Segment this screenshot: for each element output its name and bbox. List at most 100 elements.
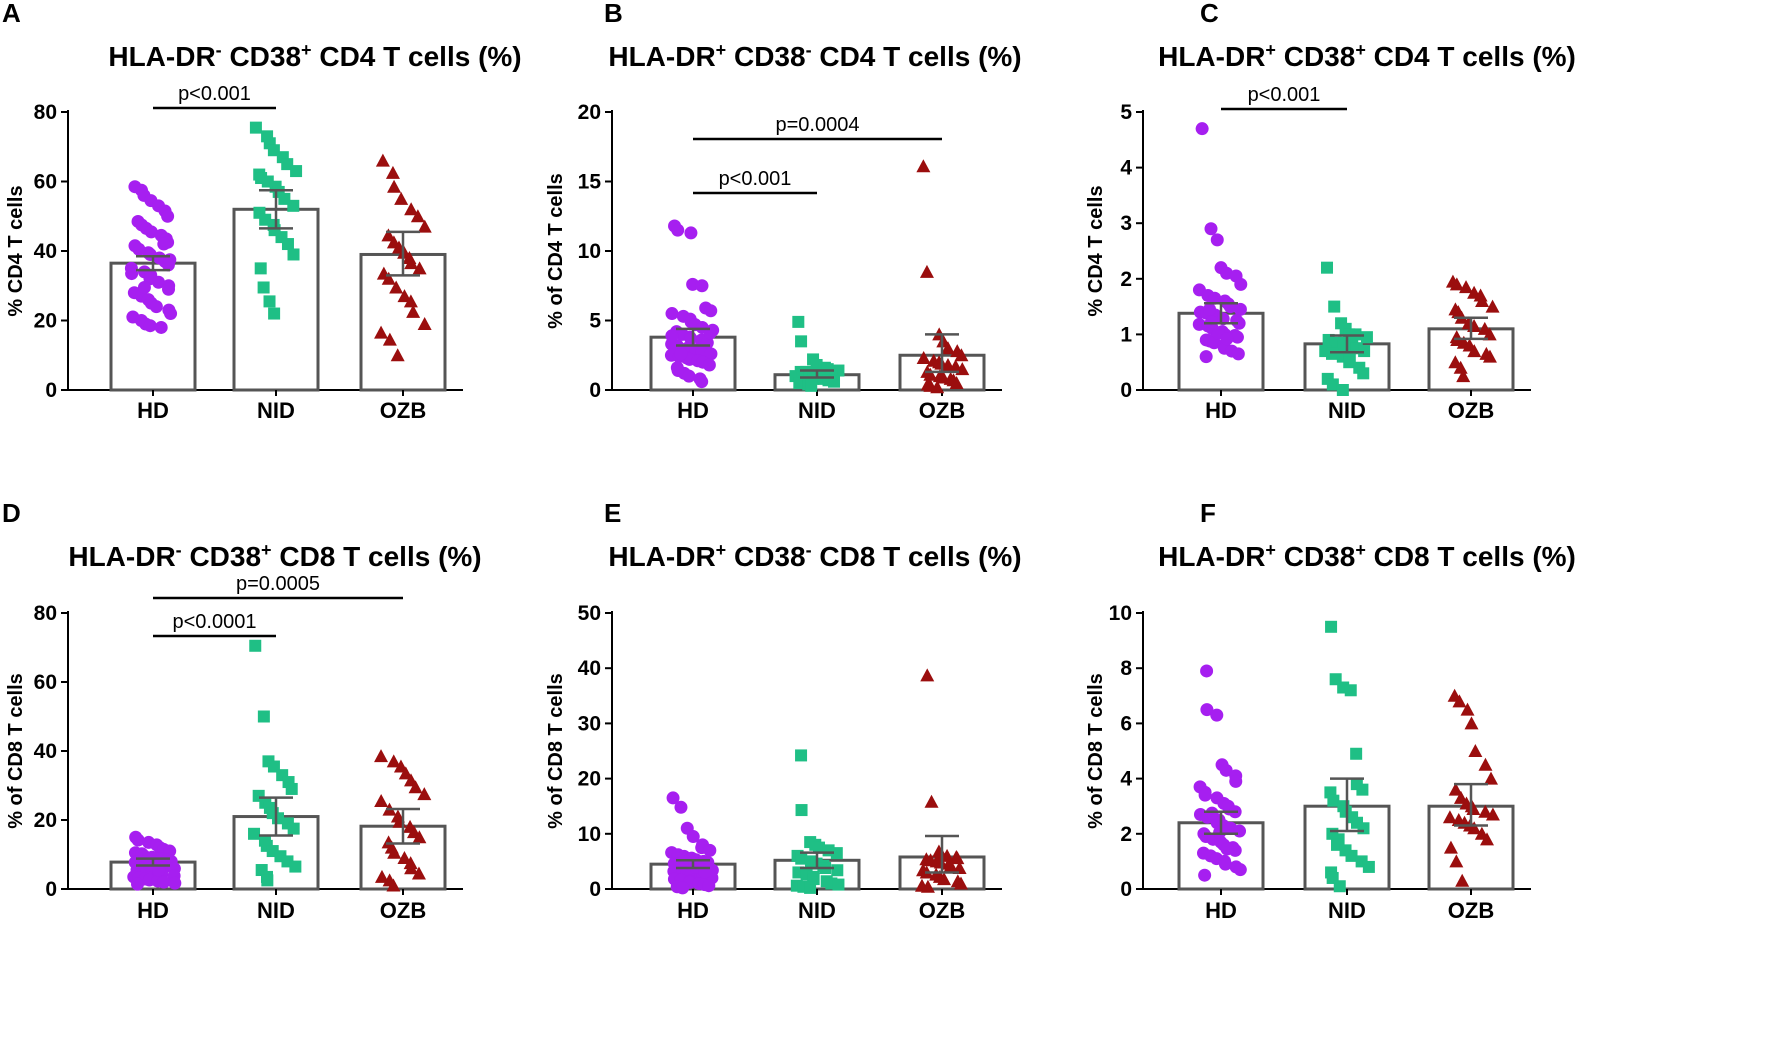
- x-tick-label: NID: [1328, 898, 1366, 923]
- data-point-HD: [665, 307, 679, 321]
- y-tick-label: 2: [1120, 823, 1132, 846]
- data-point-OZB: [404, 202, 419, 216]
- data-point-NID: [831, 864, 844, 877]
- data-point-OZB: [1482, 349, 1497, 363]
- data-point-OZB: [1485, 807, 1500, 821]
- data-point-OZB: [408, 780, 423, 794]
- data-point-NID: [830, 847, 843, 860]
- data-point-NID: [1345, 849, 1358, 862]
- panel-F: F HLA-DR+ CD38+ CD8 T cells (%) % of CD8 T…: [1085, 498, 1576, 923]
- panel-D: D HLA-DR- CD38+ CD8 T cells (%) % of CD8 T…: [2, 498, 482, 923]
- data-point-HD: [674, 347, 688, 361]
- data-point-OZB: [397, 850, 412, 864]
- data-point-OZB: [1467, 344, 1482, 358]
- data-point-OZB: [387, 845, 402, 859]
- y-tick-label: 10: [578, 240, 601, 263]
- data-point-OZB: [1478, 804, 1493, 818]
- data-point-HD: [666, 791, 680, 805]
- x-tick-label: HD: [677, 398, 709, 423]
- data-point-OZB: [950, 851, 965, 865]
- data-point-OZB: [1480, 832, 1495, 846]
- data-point-HD: [161, 209, 175, 223]
- p-value-label: p<0.001: [1248, 84, 1321, 106]
- data-point-HD: [1233, 824, 1247, 838]
- y-tick-label: 4: [1120, 157, 1132, 180]
- data-point-NID: [254, 262, 267, 275]
- data-point-HD: [671, 223, 685, 237]
- data-point-HD: [704, 347, 718, 361]
- data-point-OZB: [1456, 369, 1471, 383]
- data-point-HD: [1199, 350, 1213, 364]
- data-point-OZB: [1485, 299, 1500, 313]
- data-point-HD: [1210, 708, 1224, 722]
- data-point-NID: [285, 782, 298, 795]
- y-tick-label: 10: [578, 823, 601, 846]
- panel-C: C HLA-DR+ CD38+ CD4 T cells (%) % CD4 T ce…: [1085, 0, 1576, 423]
- data-point-HD: [144, 225, 158, 239]
- data-point-OZB: [937, 872, 952, 886]
- data-point-NID: [1362, 860, 1375, 873]
- x-tick-label: OZB: [380, 898, 426, 923]
- data-point-OZB: [1468, 744, 1483, 757]
- y-tick-label: 15: [578, 171, 602, 194]
- data-point-HD: [143, 319, 157, 333]
- data-point-OZB: [412, 261, 427, 275]
- data-point-HD: [1200, 703, 1214, 717]
- data-point-HD: [1203, 302, 1217, 316]
- data-point-NID: [1333, 880, 1346, 893]
- data-point-NID: [1321, 261, 1334, 274]
- y-tick-label: 0: [589, 878, 601, 901]
- data-point-NID: [795, 852, 808, 865]
- data-point-OZB: [1449, 854, 1464, 868]
- y-tick-label: 20: [578, 768, 601, 791]
- data-point-HD: [676, 881, 690, 895]
- data-point-NID: [281, 238, 294, 251]
- data-point-OZB: [389, 280, 404, 294]
- data-point-OZB: [1452, 694, 1467, 708]
- data-point-HD: [695, 279, 709, 293]
- data-point-NID: [287, 248, 300, 261]
- data-point-HD: [1195, 122, 1209, 136]
- x-tick-label: HD: [1205, 898, 1237, 923]
- data-point-NID: [832, 878, 845, 891]
- data-point-NID: [248, 827, 261, 840]
- data-point-NID: [813, 841, 826, 854]
- y-axis-label: % of CD8 T cells: [5, 673, 27, 829]
- panel-letter: E: [604, 498, 621, 528]
- data-point-HD: [702, 879, 716, 893]
- data-point-OZB: [923, 367, 938, 381]
- data-point-OZB: [386, 754, 401, 768]
- data-point-NID: [257, 710, 270, 723]
- x-tick-label: NID: [798, 398, 836, 423]
- data-point-OZB: [949, 376, 964, 390]
- data-point-HD: [1198, 788, 1212, 802]
- data-point-OZB: [916, 159, 931, 173]
- y-axis-label: % of CD4 T cells: [545, 173, 567, 329]
- data-point-OZB: [390, 348, 405, 362]
- p-value-label: p<0.0001: [173, 611, 257, 633]
- data-point-HD: [131, 833, 145, 847]
- panel-letter: F: [1200, 498, 1216, 528]
- chart-title: HLA-DR- CD38+ CD4 T cells (%): [108, 40, 521, 72]
- data-point-NID: [1326, 347, 1339, 360]
- data-point-HD: [154, 320, 168, 334]
- data-point-OZB: [375, 153, 390, 167]
- p-value-label: p<0.001: [178, 83, 251, 105]
- chart-title: HLA-DR+ CD38- CD4 T cells (%): [608, 40, 1021, 72]
- data-point-HD: [1220, 332, 1234, 346]
- data-point-HD: [695, 375, 709, 389]
- data-point-HD: [1219, 763, 1233, 777]
- data-point-HD: [686, 830, 700, 844]
- data-point-HD: [168, 876, 182, 890]
- data-point-OZB: [1455, 873, 1470, 887]
- data-point-OZB: [916, 351, 931, 365]
- chart-title: HLA-DR- CD38+ CD8 T cells (%): [68, 540, 481, 572]
- data-point-NID: [1343, 356, 1356, 369]
- data-point-NID: [1356, 783, 1369, 796]
- data-point-OZB: [940, 848, 955, 862]
- data-point-NID: [1326, 378, 1339, 391]
- data-point-OZB: [920, 668, 935, 682]
- y-tick-label: 80: [34, 101, 57, 124]
- data-point-OZB: [406, 304, 421, 318]
